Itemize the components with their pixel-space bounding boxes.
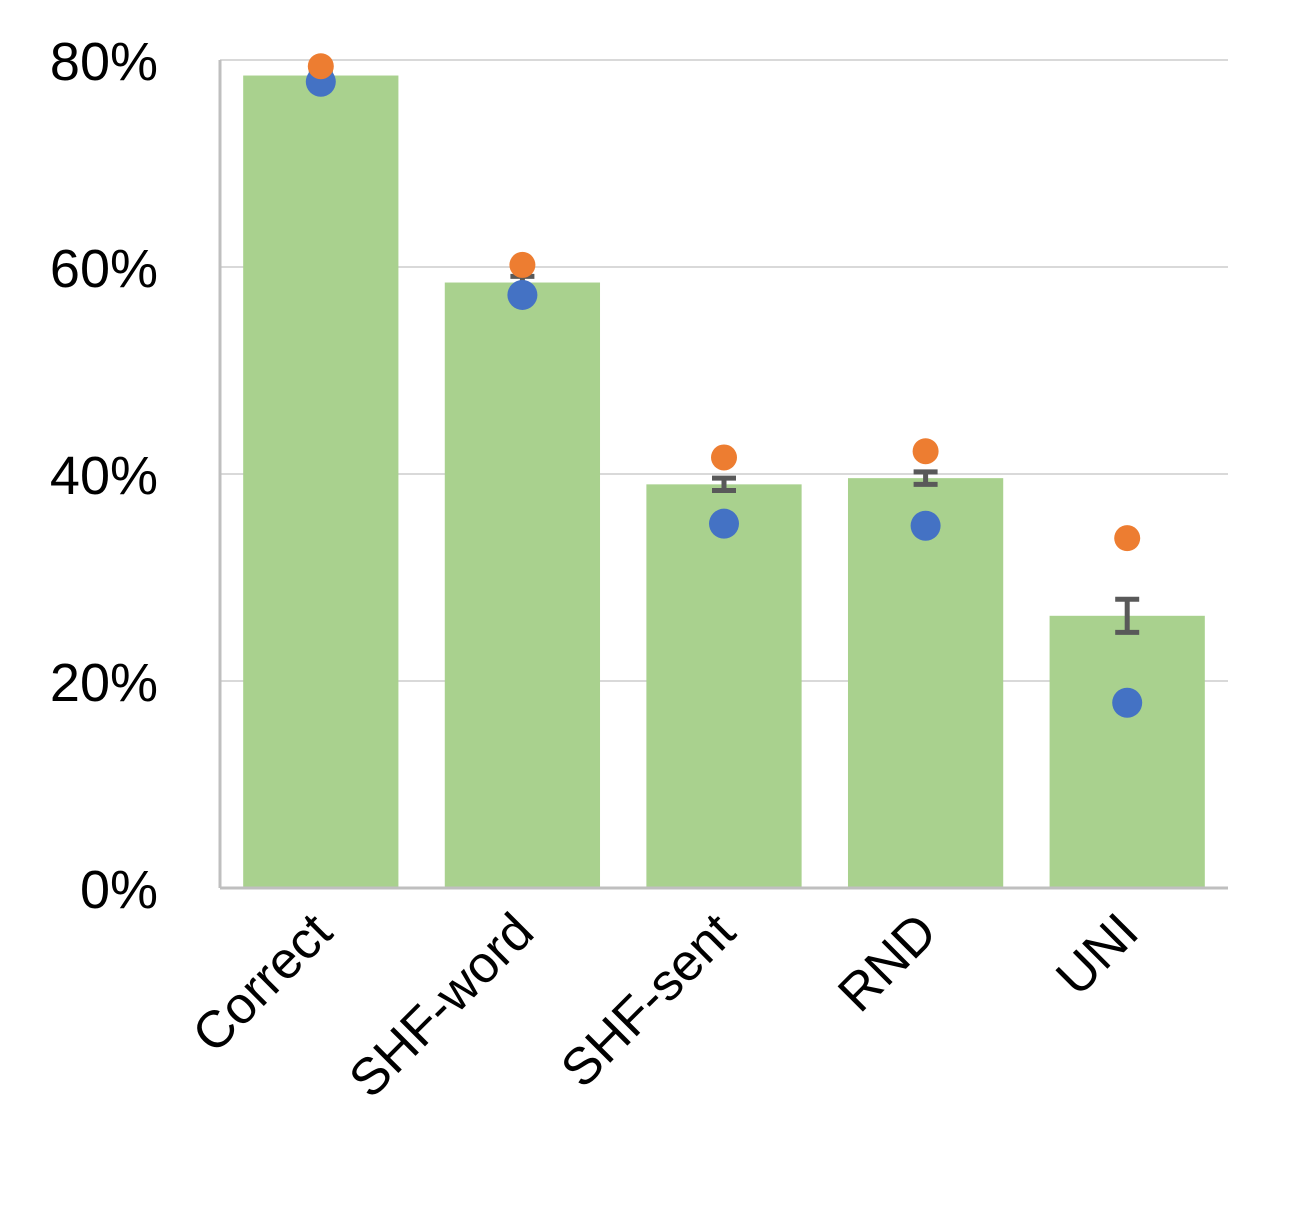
y-tick-label: 80%: [50, 32, 158, 92]
point-orange-uni: [1114, 525, 1141, 552]
y-tick-labels: 0% 20% 40% 60% 80%: [50, 32, 158, 920]
point-orange-shf-sent: [711, 444, 737, 471]
error-bar-rnd: [913, 469, 938, 487]
bar-uni: [1049, 615, 1205, 888]
bar-shf-sent: [646, 484, 802, 888]
bars: [243, 75, 1205, 888]
x-tick-label: SHF-word: [338, 902, 544, 1108]
y-tick-label: 0%: [80, 860, 158, 920]
error-bar-uni: [1115, 596, 1140, 635]
point-orange-rnd: [912, 438, 939, 465]
y-tick-label: 20%: [50, 653, 158, 713]
point-blue-uni: [1112, 687, 1143, 718]
x-tick-label: UNI: [1045, 902, 1149, 1006]
bar-correct: [243, 75, 399, 888]
markers: [305, 53, 1143, 718]
point-orange-correct: [307, 53, 334, 80]
point-blue-rnd: [910, 510, 941, 541]
error-bar-shf-sent: [712, 475, 736, 494]
point-blue-shf-sent: [709, 508, 739, 539]
x-tick-label: SHF-sent: [550, 902, 747, 1099]
x-tick-label: RND: [827, 902, 948, 1023]
point-blue-shf-word: [507, 279, 538, 310]
y-tick-label: 40%: [50, 446, 158, 506]
bar-rnd: [847, 478, 1004, 888]
point-orange-shf-word: [509, 251, 536, 278]
bar-shf-word: [444, 282, 601, 888]
y-tick-label: 60%: [50, 239, 158, 299]
x-tick-label: Correct: [182, 902, 344, 1064]
